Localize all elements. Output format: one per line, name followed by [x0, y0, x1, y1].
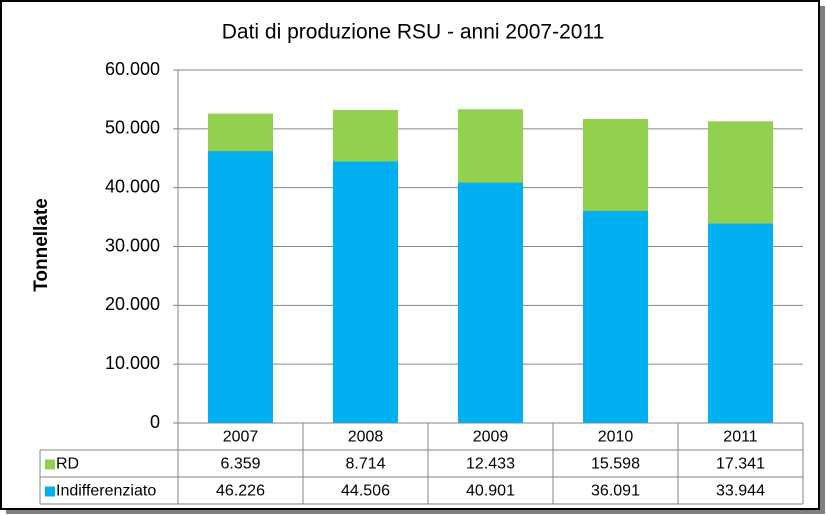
bar-segment [708, 121, 773, 224]
y-axis-label: Tonnellate [31, 198, 52, 292]
legend-key [45, 486, 55, 497]
data-label: 12.433 [466, 456, 515, 473]
data-label: 17.341 [716, 456, 765, 473]
data-label: 33.944 [716, 483, 765, 500]
y-tick-label: 20.000 [105, 294, 160, 314]
y-tick-label: 30.000 [105, 235, 160, 255]
data-label: 44.506 [341, 483, 390, 500]
bar-segment [458, 109, 523, 183]
x-tick-label: 2007 [223, 429, 259, 446]
legend-key [45, 459, 55, 470]
x-tick-label: 2010 [598, 429, 634, 446]
bar-segment [208, 113, 273, 152]
bar-segment [333, 109, 398, 162]
legend-label: RD [56, 456, 79, 473]
chart-title: Dati di produzione RSU - anni 2007-2011 [222, 21, 605, 44]
bar-segment [208, 151, 273, 423]
x-tick-label: 2008 [348, 429, 384, 446]
data-label: 8.714 [345, 456, 385, 473]
x-tick-label: 2011 [723, 429, 758, 446]
y-tick-label: 50.000 [105, 118, 160, 138]
data-label: 46.226 [216, 483, 265, 500]
bar-segment [458, 182, 523, 423]
data-label: 36.091 [591, 483, 640, 500]
legend-label: Indifferenziato [56, 483, 156, 500]
bar-segment [583, 118, 648, 211]
y-tick-label: 40.000 [105, 176, 160, 196]
y-tick-label: 60.000 [105, 59, 160, 79]
bar-segment [583, 210, 648, 423]
y-tick-label: 0 [150, 412, 160, 432]
bar-segment [708, 223, 773, 423]
bar-segment [333, 161, 398, 423]
x-tick-label: 2009 [473, 429, 509, 446]
data-label: 15.598 [591, 456, 640, 473]
data-label: 6.359 [220, 456, 260, 473]
data-label: 40.901 [466, 483, 515, 500]
y-tick-label: 10.000 [105, 353, 160, 373]
